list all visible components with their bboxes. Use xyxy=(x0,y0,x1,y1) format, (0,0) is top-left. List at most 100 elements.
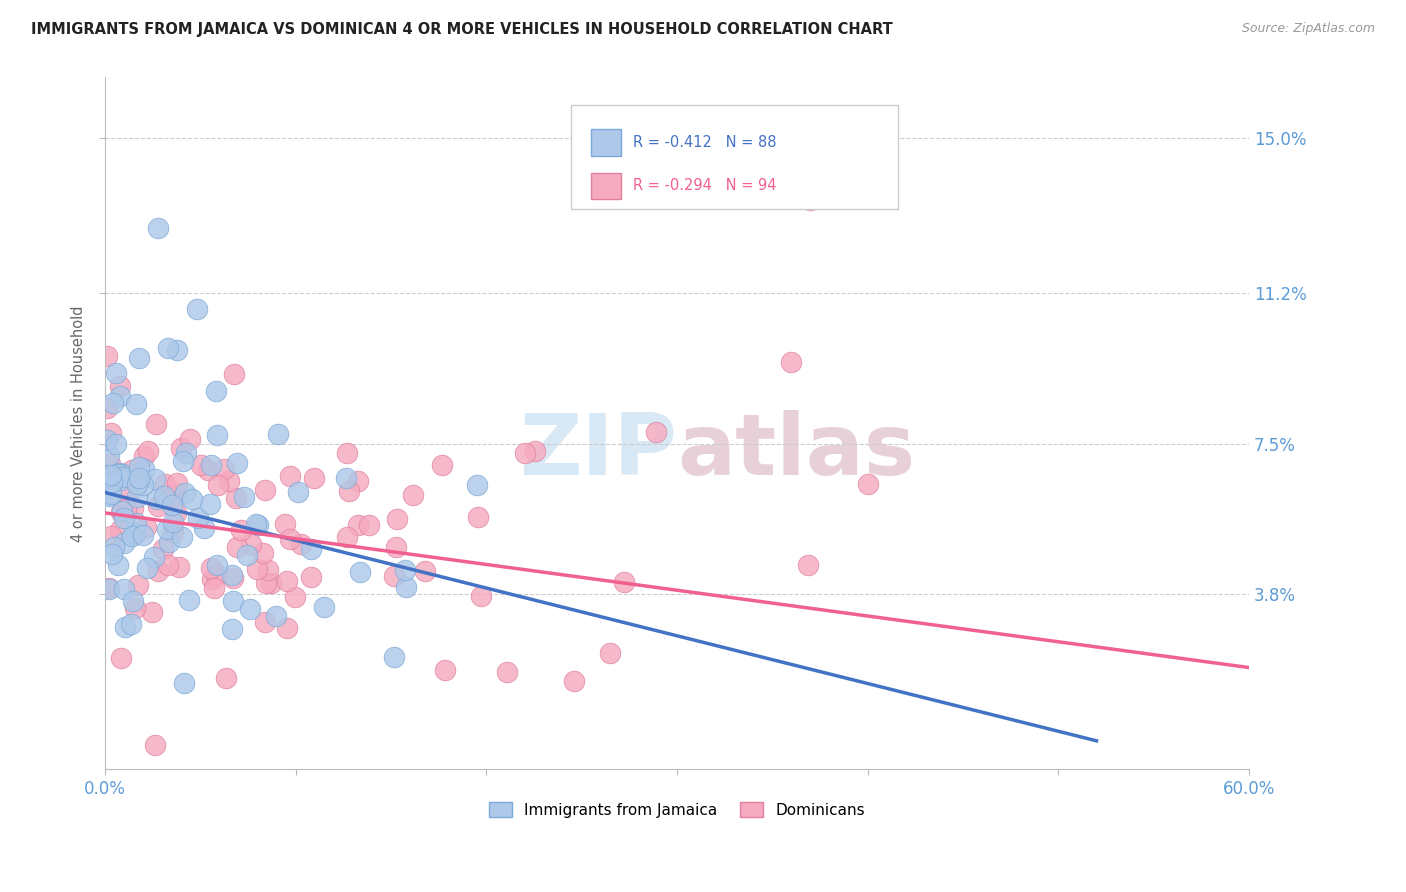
Point xyxy=(153,477,176,491)
Text: Source: ZipAtlas.com: Source: ZipAtlas.com xyxy=(1241,22,1375,36)
Point xyxy=(108,378,131,392)
Point xyxy=(346,474,368,488)
Point xyxy=(152,489,174,503)
Point xyxy=(174,486,197,500)
Point xyxy=(100,547,122,561)
Point xyxy=(100,529,122,543)
Point xyxy=(761,172,783,186)
Point xyxy=(122,593,145,607)
Point xyxy=(299,570,322,584)
Point xyxy=(200,561,222,575)
Point xyxy=(336,530,359,544)
Point xyxy=(284,590,307,604)
Point xyxy=(221,568,243,582)
Point xyxy=(797,558,820,572)
Point xyxy=(254,576,277,591)
Point xyxy=(239,537,262,551)
Point xyxy=(96,433,118,447)
Point xyxy=(304,471,326,485)
Point xyxy=(204,384,226,398)
Point xyxy=(278,533,301,547)
Point xyxy=(162,515,184,529)
Point xyxy=(287,485,309,500)
Point xyxy=(599,646,621,660)
Point xyxy=(226,456,249,470)
Point xyxy=(181,492,204,507)
Point xyxy=(207,477,229,491)
Point xyxy=(170,441,193,455)
Point xyxy=(780,355,803,369)
Point xyxy=(114,620,136,634)
Point xyxy=(128,351,150,366)
Point xyxy=(172,453,194,467)
Point xyxy=(299,541,322,556)
Point xyxy=(222,571,245,585)
Point xyxy=(190,458,212,473)
Point xyxy=(132,449,155,463)
Point xyxy=(266,426,288,441)
Point xyxy=(202,582,225,596)
Point xyxy=(148,221,170,235)
Point xyxy=(336,446,359,460)
Point xyxy=(146,564,169,578)
Point xyxy=(157,535,180,549)
Point xyxy=(98,582,121,596)
Point xyxy=(143,738,166,752)
Point xyxy=(193,521,215,535)
Point xyxy=(121,463,143,477)
Point xyxy=(132,528,155,542)
Point xyxy=(107,558,129,572)
Legend: Immigrants from Jamaica, Dominicans: Immigrants from Jamaica, Dominicans xyxy=(482,796,872,824)
Point xyxy=(382,569,405,583)
Point xyxy=(524,444,547,458)
Point xyxy=(613,575,636,590)
Point xyxy=(114,501,136,516)
Point xyxy=(645,425,668,439)
Point xyxy=(799,193,821,207)
Point xyxy=(124,525,146,540)
Point xyxy=(125,477,148,491)
Point xyxy=(273,516,295,531)
Point xyxy=(166,343,188,358)
Point xyxy=(148,499,170,513)
Point xyxy=(200,497,222,511)
Point xyxy=(111,467,134,481)
Point xyxy=(564,674,586,689)
Point xyxy=(276,621,298,635)
Point xyxy=(236,549,259,563)
Point xyxy=(264,608,287,623)
Point xyxy=(465,477,488,491)
Point xyxy=(121,529,143,543)
Point xyxy=(856,477,879,491)
Point xyxy=(146,492,169,507)
Point xyxy=(100,475,122,490)
Point xyxy=(222,593,245,607)
Point xyxy=(163,485,186,500)
Point xyxy=(128,471,150,485)
Point xyxy=(257,563,280,577)
Point xyxy=(127,578,149,592)
Point xyxy=(108,466,131,480)
Text: ZIP: ZIP xyxy=(519,409,678,492)
Point xyxy=(247,518,270,533)
Point xyxy=(160,498,183,512)
Point xyxy=(387,511,409,525)
Point xyxy=(245,516,267,531)
Point xyxy=(218,474,240,488)
Point xyxy=(156,523,179,537)
Point xyxy=(107,467,129,482)
Point xyxy=(174,446,197,460)
Point xyxy=(433,663,456,677)
Point xyxy=(312,599,335,614)
Point xyxy=(513,446,536,460)
Point xyxy=(100,426,122,441)
Point xyxy=(143,472,166,486)
Point xyxy=(382,650,405,665)
Point xyxy=(122,501,145,516)
Point xyxy=(394,580,416,594)
Point xyxy=(252,546,274,560)
Point xyxy=(233,490,256,504)
Point xyxy=(136,560,159,574)
Point xyxy=(111,504,134,518)
Point xyxy=(177,592,200,607)
